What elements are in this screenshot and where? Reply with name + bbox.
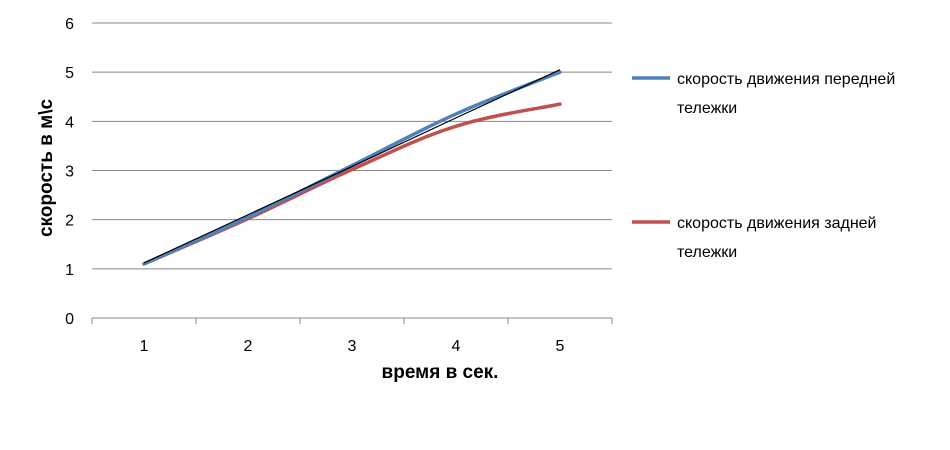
legend-text-line: тележки — [677, 100, 737, 117]
x-tick-label: 5 — [556, 338, 565, 355]
series-line-1 — [142, 102, 562, 266]
x-tick-label: 1 — [140, 338, 149, 355]
x-axis-label: время в сек. — [382, 362, 499, 383]
legend-text-line: тележки — [677, 244, 737, 261]
x-tick-label: 4 — [452, 338, 461, 355]
x-tick-labels: 1 2 3 4 5 — [140, 338, 565, 355]
y-tick-label: 5 — [65, 65, 74, 82]
x-tick-label: 2 — [244, 338, 253, 355]
y-tick-label: 6 — [65, 16, 74, 33]
grid-lines — [92, 22, 612, 270]
y-tick-label: 4 — [65, 114, 74, 131]
x-axis — [91, 317, 613, 324]
legend-entry-1: скорость движения задней тележки — [677, 215, 876, 261]
series-line-0 — [142, 70, 562, 266]
y-tick-label: 3 — [65, 164, 74, 181]
y-tick-labels: 0 1 2 3 4 5 6 — [65, 16, 74, 328]
x-tick-label: 3 — [348, 338, 357, 355]
trendline — [143, 69, 561, 264]
y-tick-label: 1 — [65, 262, 74, 279]
legend-text-line: скорость движения задней — [677, 215, 876, 232]
y-axis-label: скорость в м\с — [36, 99, 57, 238]
legend-entry-0: скорость движения передней тележки — [677, 71, 895, 117]
series-lines — [142, 69, 562, 266]
y-tick-label: 0 — [65, 311, 74, 328]
y-tick-label: 2 — [65, 213, 74, 230]
legend-text-line: скорость движения передней — [677, 71, 895, 88]
legend: скорость движения передней тележкискорост… — [632, 71, 895, 261]
